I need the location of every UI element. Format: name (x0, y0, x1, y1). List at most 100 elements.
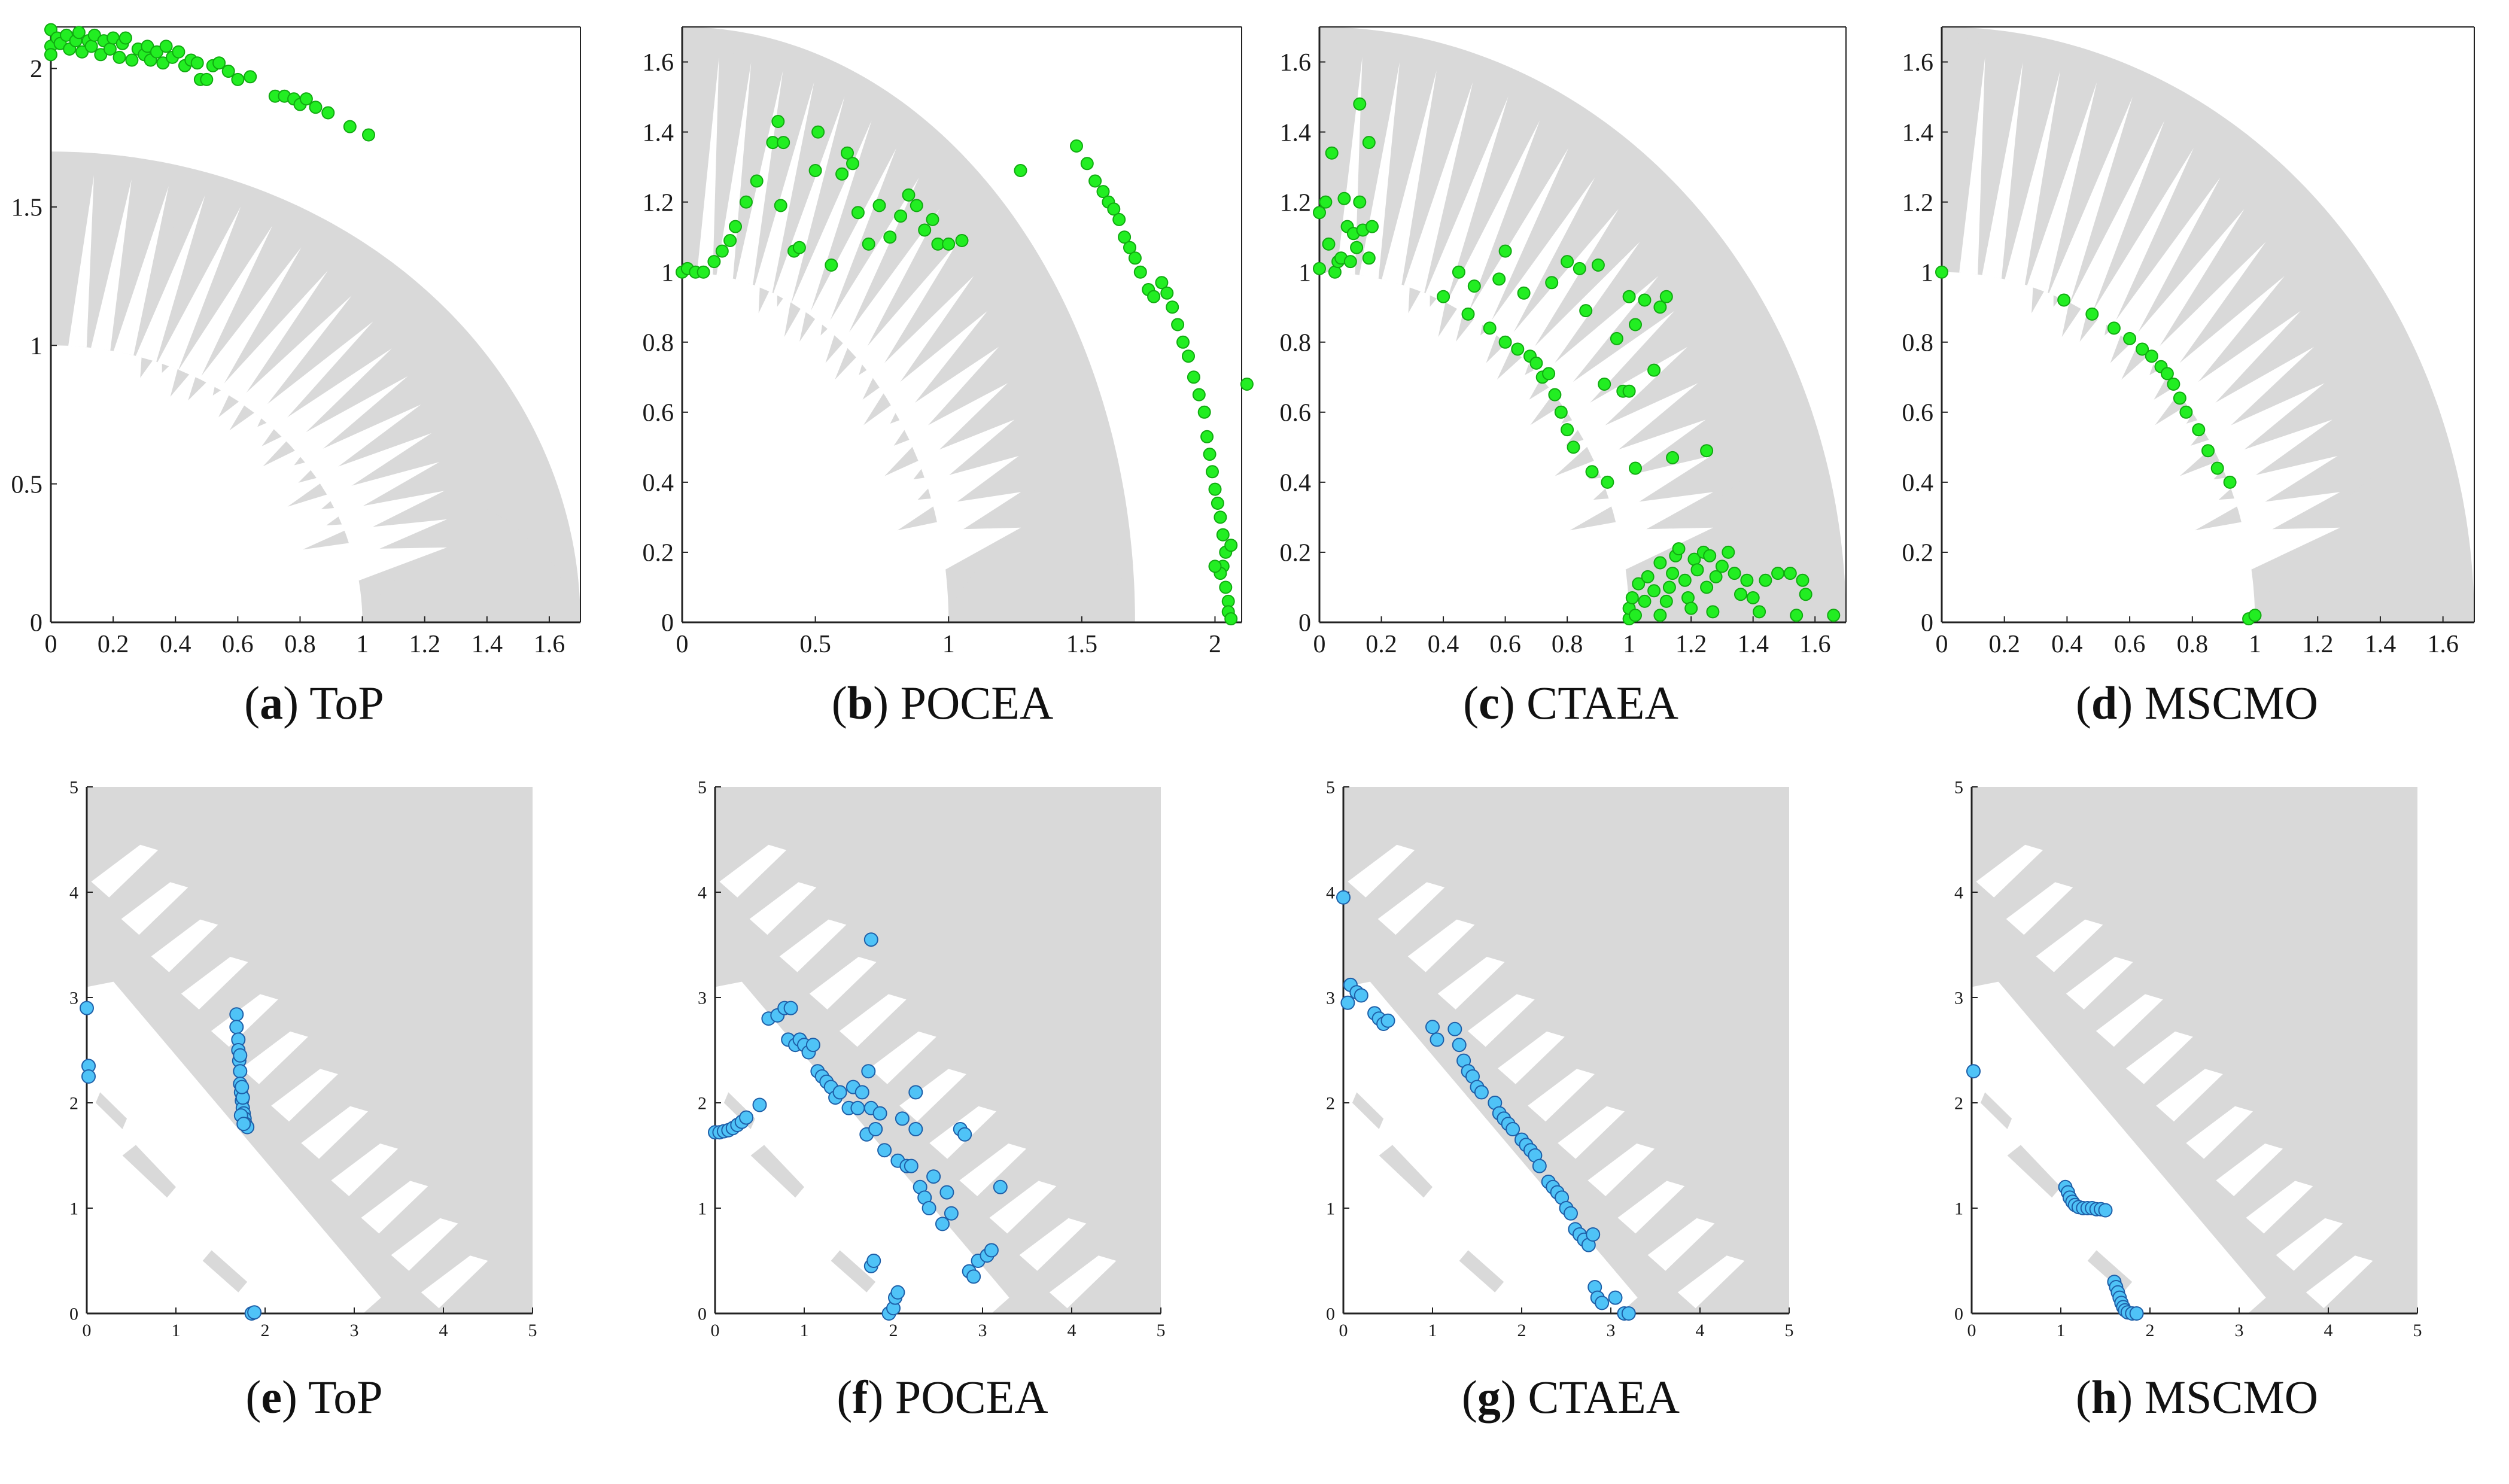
x-tick-label: 1 (356, 631, 369, 658)
data-point (233, 1064, 248, 1079)
region-inner (682, 272, 949, 622)
chart-panel-c: 0 0.2 0.4 0.6 0.8 1 1.2 1.4 1.6 0 0.2 0.4 0.6 0.8 1 1.2… (1280, 26, 1847, 658)
data-point (1545, 276, 1559, 290)
data-point (362, 128, 375, 142)
region-gap (2164, 276, 2285, 400)
region-gap (1618, 527, 1714, 570)
region-gap (178, 225, 273, 379)
region-gap (926, 456, 1019, 518)
y-tick-label: 0 (1954, 1304, 1963, 1324)
y-tick-label: 1.4 (1280, 119, 1312, 147)
region-gap (351, 547, 447, 581)
chart-panel-d: 0 0.2 0.4 0.6 0.8 1 1.2 1.4 1.6 0 0.2 0.4 0.6 0.8 1 1.2… (1902, 26, 2475, 658)
data-point (229, 1007, 244, 1022)
region-stripe (2276, 1218, 2343, 1271)
region-stripe (1467, 994, 1535, 1047)
data-point (1653, 300, 1667, 314)
y-tick-label: 0.8 (1902, 329, 1934, 357)
region-stripe (899, 1069, 966, 1122)
data-point (1340, 995, 1355, 1010)
caption-g: (g) CTAEA (1257, 1370, 1885, 1424)
data-point (1783, 567, 1797, 580)
region-gap (113, 186, 169, 355)
x-tick-label: 0.4 (1428, 631, 1459, 658)
feasible-region (51, 151, 580, 622)
data-point (697, 265, 710, 279)
y-tick-label: 1.5 (11, 194, 43, 222)
region-gap (255, 321, 373, 431)
data-point (1452, 1038, 1467, 1053)
region-gap (1336, 57, 1363, 275)
data-point (1447, 1021, 1462, 1036)
y-tick-label: 2 (30, 56, 42, 83)
data-point (2107, 321, 2121, 335)
data-point (1706, 605, 1720, 619)
data-point (1622, 384, 1636, 398)
data-point (1452, 265, 1465, 279)
data-point (2223, 475, 2237, 489)
x-tick-label: 5 (528, 1321, 537, 1340)
region-gap (2179, 311, 2301, 421)
chart-panel-b: 0 0.5 1 1.5 2 0 0.2 0.4 0.6 0.8 1 1.2 1.4 1.6 (643, 26, 1254, 658)
data-point (1709, 570, 1723, 583)
y-tick-label: 5 (1954, 778, 1963, 798)
region-gap (2110, 177, 2221, 344)
region-island (750, 1145, 804, 1198)
data-point (1014, 164, 1027, 177)
data-point (1796, 573, 1809, 587)
region-stripe (1437, 957, 1505, 1009)
x-tick-label: 3 (978, 1321, 987, 1340)
data-point (1734, 588, 1747, 601)
data-point (1483, 321, 1497, 335)
data-point (1728, 567, 1741, 580)
data-point (1224, 612, 1238, 626)
data-point (774, 199, 787, 212)
x-tick-label: 1 (2249, 631, 2261, 658)
y-tick-label: 2 (698, 1094, 707, 1114)
y-tick-label: 0 (69, 1304, 78, 1324)
data-point (2085, 307, 2099, 321)
region-stripe (2216, 1144, 2283, 1196)
region-stripe (361, 1181, 428, 1234)
data-point (908, 1122, 923, 1136)
data-point (2167, 378, 2180, 391)
x-tick-label: 3 (350, 1321, 359, 1340)
caption-d: (d) MSCMO (1885, 676, 2509, 730)
data-point (1746, 591, 1760, 604)
data-point (1567, 440, 1580, 454)
data-point (895, 1111, 910, 1126)
data-point (118, 31, 132, 45)
x-tick-label: 0.8 (1552, 631, 1583, 658)
feasible-region (1972, 787, 2417, 1313)
data-points (708, 932, 1008, 1321)
data-point (750, 174, 764, 188)
data-point (922, 1201, 936, 1215)
data-point (939, 1185, 954, 1200)
region-stripe (2306, 1255, 2373, 1309)
data-point (1564, 1206, 1578, 1221)
data-point (2145, 349, 2158, 363)
data-point (1133, 265, 1147, 279)
region-stripe (1498, 1031, 1565, 1084)
data-point (1343, 255, 1357, 269)
region-gap (857, 242, 958, 380)
region-stripe (2246, 1181, 2313, 1234)
data-point (2129, 1306, 2144, 1321)
data-point (1641, 570, 1655, 583)
region-stripe (301, 1106, 368, 1159)
y-tick-label: 0.4 (1280, 470, 1312, 497)
feasible-region (715, 787, 1161, 1313)
region-stripe (1677, 1255, 1745, 1309)
region-gap (933, 492, 1021, 543)
x-tick-label: 1.4 (1737, 631, 1769, 658)
region-gap (1582, 383, 1698, 468)
y-tick-label: 0 (1326, 1304, 1335, 1324)
region-stripe (181, 957, 248, 1009)
data-point (1365, 220, 1379, 233)
x-tick-label: 4 (439, 1321, 448, 1340)
region-stripe (1558, 1106, 1625, 1159)
data-point (1517, 286, 1531, 300)
data-point (1595, 1296, 1610, 1310)
feasible-region (1942, 27, 2474, 622)
data-point (1107, 202, 1121, 216)
